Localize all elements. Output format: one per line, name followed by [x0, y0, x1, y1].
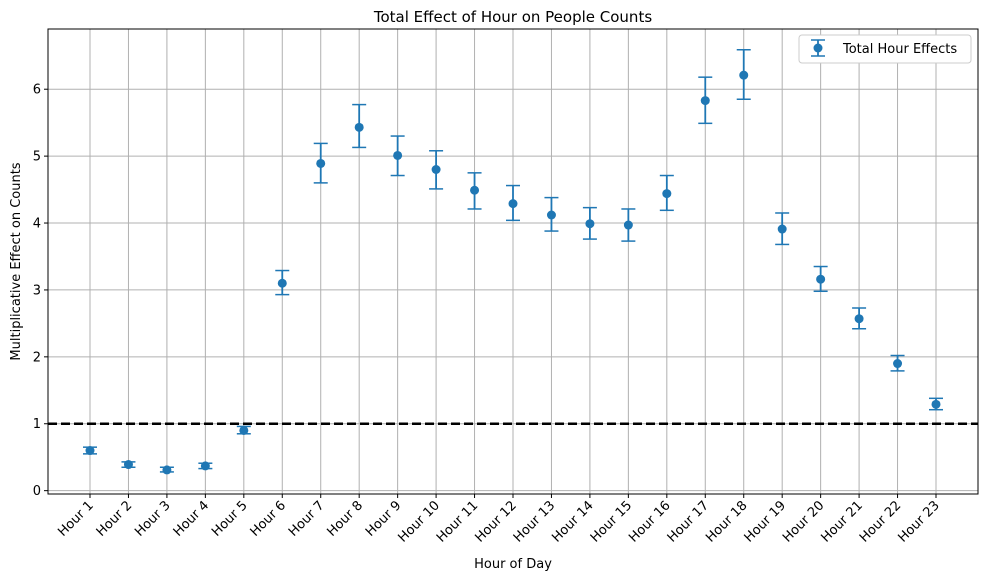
data-point — [239, 425, 249, 435]
data-point — [700, 96, 710, 106]
data-point — [816, 274, 826, 284]
data-point — [393, 150, 403, 160]
data-point — [546, 210, 556, 220]
data-point — [931, 399, 941, 409]
y-tick-label: 3 — [33, 283, 41, 298]
x-axis-label: Hour of Day — [474, 557, 552, 572]
x-tick-label: Hour 18 — [703, 498, 750, 545]
data-point — [893, 359, 903, 369]
y-tick-label: 5 — [33, 150, 41, 165]
y-tick-label: 4 — [33, 217, 41, 232]
data-point — [662, 189, 672, 199]
x-tick-label: Hour 10 — [396, 498, 443, 545]
x-tick-label: Hour 1 — [55, 498, 97, 540]
data-point — [739, 70, 749, 80]
x-tick-label: Hour 13 — [511, 498, 558, 545]
legend-label: Total Hour Effects — [842, 42, 957, 57]
legend-box — [798, 34, 972, 64]
data-point — [623, 220, 633, 230]
x-tick-label: Hour 6 — [248, 498, 290, 540]
data-point — [470, 185, 480, 195]
y-tick-label: 0 — [33, 484, 41, 499]
x-tick-label: Hour 4 — [171, 498, 213, 540]
legend-point — [813, 43, 823, 53]
x-tick-label: Hour 16 — [626, 498, 673, 545]
data-point — [777, 224, 787, 234]
x-tick-label: Hour 12 — [472, 498, 519, 545]
data-point — [85, 446, 95, 456]
x-tick-label: Hour 7 — [286, 498, 328, 540]
y-tick-label: 1 — [33, 417, 41, 432]
grid — [48, 29, 978, 494]
y-ticks: 0 1 2 3 4 5 6 — [33, 83, 48, 499]
data-point — [854, 314, 864, 324]
chart-title: Total Effect of Hour on People Counts — [373, 8, 652, 26]
y-tick-label: 6 — [33, 83, 41, 98]
x-tick-label: Hour 23 — [895, 498, 942, 545]
x-tick-label: Hour 20 — [780, 498, 827, 545]
x-tick-label: Hour 17 — [665, 498, 712, 545]
data-point — [316, 158, 326, 168]
y-axis-label: Multiplicative Effect on Counts — [9, 162, 24, 360]
x-tick-label: Hour 2 — [94, 498, 136, 540]
x-tick-label: Hour 14 — [549, 498, 596, 545]
x-tick-label: Hour 15 — [588, 498, 635, 545]
data-point — [200, 461, 210, 471]
data-point — [162, 465, 172, 475]
x-tick-label: Hour 8 — [324, 498, 366, 540]
x-tick-label: Hour 22 — [857, 498, 904, 545]
data-point — [508, 199, 518, 209]
data-marks — [83, 48, 943, 475]
x-tick-label: Hour 11 — [434, 498, 481, 545]
y-tick-label: 2 — [33, 350, 41, 365]
data-point — [277, 278, 287, 288]
x-tick-label: Hour 3 — [132, 498, 174, 540]
data-point — [431, 165, 441, 175]
legend-marker — [811, 39, 825, 57]
legend: Total Hour Effects — [798, 34, 972, 64]
x-tick-label: Hour 19 — [742, 498, 789, 545]
data-point — [585, 219, 595, 229]
x-tick-label: Hour 21 — [819, 498, 866, 545]
data-point — [123, 460, 133, 470]
x-tick-label: Hour 5 — [209, 498, 251, 540]
data-point — [354, 122, 364, 132]
